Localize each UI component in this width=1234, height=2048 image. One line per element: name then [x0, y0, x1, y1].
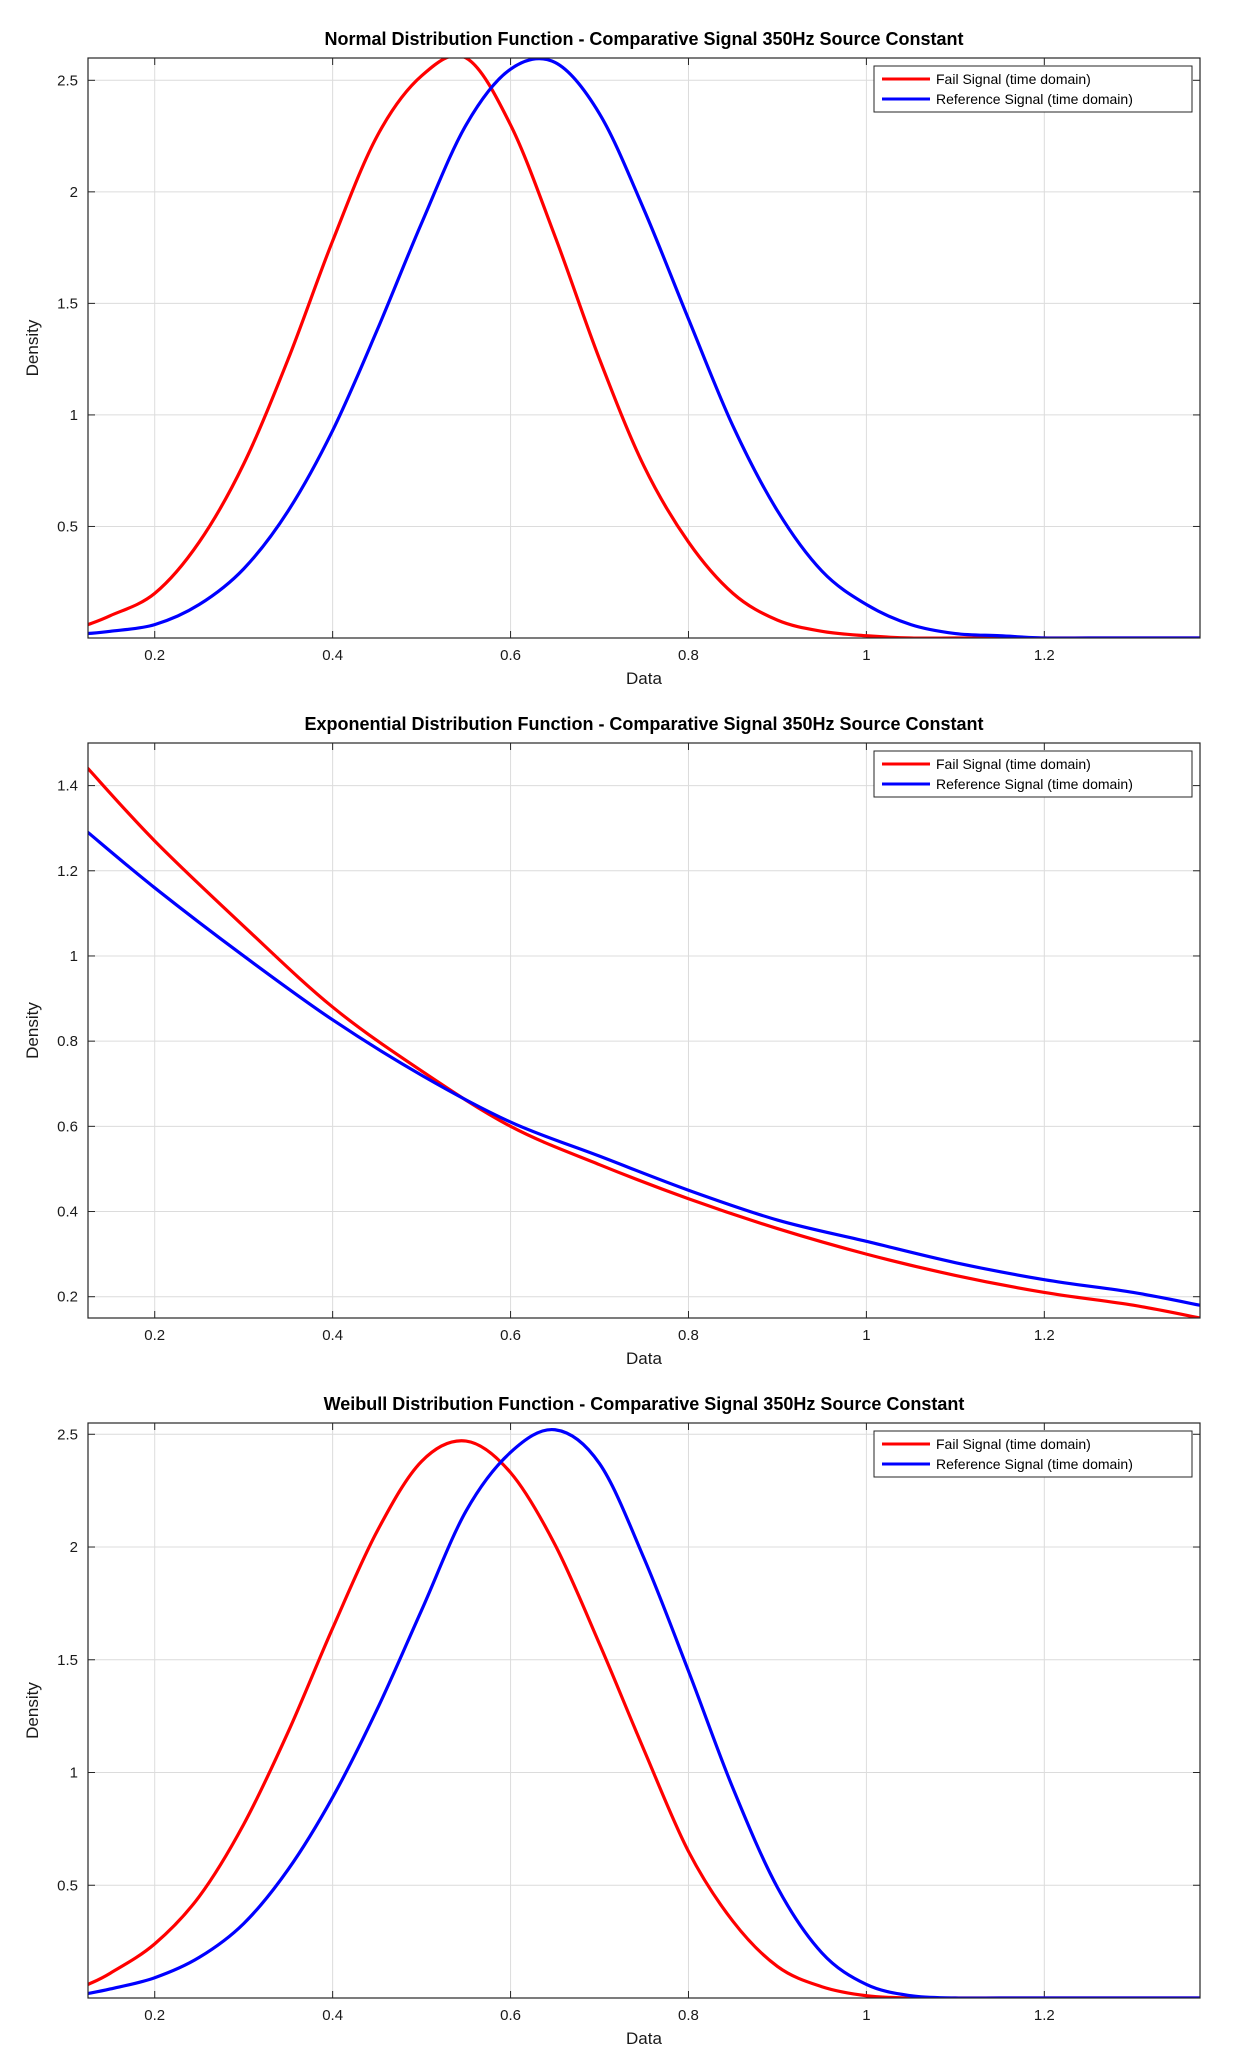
legend-entry: Fail Signal (time domain): [936, 71, 1091, 87]
legend-entry: Reference Signal (time domain): [936, 91, 1133, 107]
legend-box: [873, 65, 1193, 113]
x-tick-label: 0.2: [144, 2007, 165, 2024]
y-tick-label: 1.5: [57, 295, 78, 312]
series-group: [88, 58, 1200, 638]
x-tick-label: 0.8: [678, 1327, 699, 1344]
axis-ticks: 0.2 0.4 0.6 0.8 1 1.2 0.2 0.4 0.6 0.8 1 1.2 1.4: [57, 743, 1200, 1344]
y-tick-label: 1.4: [57, 778, 78, 795]
series-line-fail-signal: [88, 766, 1200, 1318]
y-tick-label: 2.5: [57, 1426, 78, 1443]
y-tick-label: 1: [70, 948, 78, 965]
x-tick-label: 0.8: [678, 647, 699, 664]
axis-ticks: 0.2 0.4 0.6 0.8 1 1.2 0.5 1 1.5 2 2.5: [57, 58, 1200, 664]
y-tick-label: 1: [70, 407, 78, 424]
chart-title: Normal Distribution Function - Comparati…: [324, 29, 963, 49]
y-tick-label: 0.6: [57, 1118, 78, 1135]
series-line-fail-signal: [88, 58, 1200, 638]
x-tick-label: 1.2: [1034, 1327, 1055, 1344]
x-tick-label: 0.2: [144, 1327, 165, 1344]
chart-title: Weibull Distribution Function - Comparat…: [324, 1394, 965, 1414]
chart-panel-1: 0.2 0.4 0.6 0.8 1 1.2 0.5 1 1.5 2 2.5 Fail Signal (…: [23, 29, 1201, 688]
x-tick-label: 0.4: [322, 1327, 343, 1344]
y-tick-label: 2: [70, 184, 78, 201]
x-tick-label: 1: [862, 1327, 870, 1344]
x-tick-label: 0.4: [322, 647, 343, 664]
y-axis-label: Density: [23, 319, 42, 376]
y-tick-label: 2.5: [57, 72, 78, 89]
x-tick-label: 0.6: [500, 2007, 521, 2024]
x-tick-label: 0.6: [500, 647, 521, 664]
x-tick-label: 1.2: [1034, 647, 1055, 664]
series-line-reference-signal: [88, 830, 1200, 1307]
legend-entry: Fail Signal (time domain): [936, 1436, 1091, 1452]
legend-entry: Reference Signal (time domain): [936, 1456, 1133, 1472]
y-tick-label: 0.2: [57, 1289, 78, 1306]
chart-title: Exponential Distribution Function - Comp…: [304, 714, 983, 734]
legend: Fail Signal (time domain) Reference Signa…: [873, 1430, 1193, 1478]
legend-box: [873, 750, 1193, 798]
x-tick-label: 0.2: [144, 647, 165, 664]
series-group: [88, 1428, 1200, 1998]
y-axis-label: Density: [23, 1682, 42, 1739]
x-tick-label: 1: [862, 647, 870, 664]
y-tick-label: 0.4: [57, 1204, 78, 1221]
axes-box: [87, 1422, 1201, 1999]
legend-entry: Fail Signal (time domain): [936, 756, 1091, 772]
y-tick-label: 0.8: [57, 1033, 78, 1050]
axes-box: [87, 742, 1201, 1319]
chart-panel-3: 0.2 0.4 0.6 0.8 1 1.2 0.5 1 1.5 2 2.5 Fail Signal (…: [23, 1394, 1201, 2048]
series-line-reference-signal: [88, 1428, 1200, 1998]
plot-area: [88, 1423, 1200, 1998]
y-tick-label: 1: [70, 1765, 78, 1782]
x-axis-label: Data: [626, 1349, 662, 1368]
series-group: [88, 766, 1200, 1318]
axes-box: [87, 57, 1201, 639]
legend: Fail Signal (time domain) Reference Signa…: [873, 750, 1193, 798]
y-tick-label: 2: [70, 1539, 78, 1556]
y-tick-label: 1.5: [57, 1652, 78, 1669]
x-tick-label: 0.6: [500, 1327, 521, 1344]
y-axis-label: Density: [23, 1002, 42, 1059]
x-axis-label: Data: [626, 2029, 662, 2048]
series-line-fail-signal: [88, 1439, 1200, 1998]
x-axis-label: Data: [626, 669, 662, 688]
legend-box: [873, 1430, 1193, 1478]
x-tick-label: 0.4: [322, 2007, 343, 2024]
plot-area: [88, 58, 1200, 638]
y-tick-label: 0.5: [57, 518, 78, 535]
x-tick-label: 1: [862, 2007, 870, 2024]
x-tick-label: 0.8: [678, 2007, 699, 2024]
chart-panel-2: 0.2 0.4 0.6 0.8 1 1.2 0.2 0.4 0.6 0.8 1 1.2 1.4 Fail …: [23, 714, 1201, 1368]
y-tick-label: 1.2: [57, 863, 78, 880]
axis-ticks: 0.2 0.4 0.6 0.8 1 1.2 0.5 1 1.5 2 2.5: [57, 1423, 1200, 2024]
x-tick-label: 1.2: [1034, 2007, 1055, 2024]
legend: Fail Signal (time domain) Reference Signa…: [873, 65, 1193, 113]
plot-area: [88, 743, 1200, 1318]
y-tick-label: 0.5: [57, 1877, 78, 1894]
legend-entry: Reference Signal (time domain): [936, 776, 1133, 792]
series-line-reference-signal: [88, 58, 1200, 638]
